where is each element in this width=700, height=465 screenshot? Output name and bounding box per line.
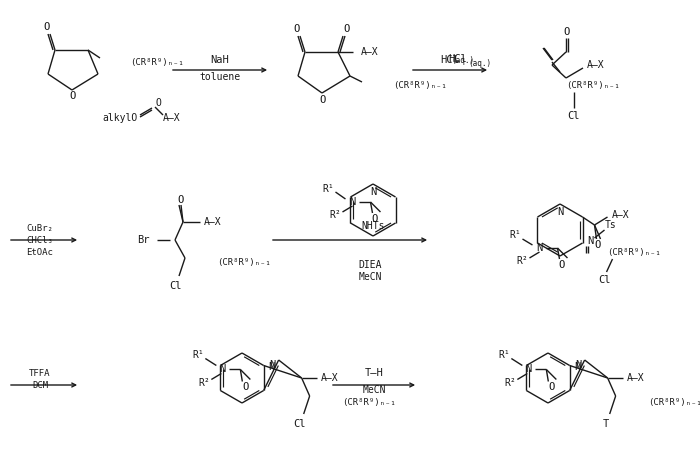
Text: A–X: A–X	[612, 210, 629, 220]
Text: N: N	[219, 365, 225, 374]
Text: EtOAc: EtOAc	[27, 247, 53, 257]
Text: N: N	[575, 360, 582, 370]
Text: O: O	[294, 24, 300, 34]
Text: O: O	[319, 95, 325, 105]
Text: N: N	[525, 365, 531, 374]
Text: R¹: R¹	[193, 351, 204, 360]
Text: N: N	[370, 187, 376, 197]
Text: HCl: HCl	[440, 55, 459, 65]
Text: A–X: A–X	[321, 373, 339, 383]
Text: (aq.): (aq.)	[468, 59, 491, 67]
Text: O: O	[242, 383, 248, 392]
Text: (CR⁸R⁹)ₙ₋₁: (CR⁸R⁹)ₙ₋₁	[342, 398, 395, 406]
Text: N: N	[270, 360, 276, 370]
Text: CHCl₃: CHCl₃	[27, 235, 53, 245]
Text: O: O	[559, 260, 565, 270]
Text: Cl: Cl	[169, 281, 181, 291]
Text: O: O	[69, 91, 75, 101]
Text: R²: R²	[330, 210, 342, 220]
Text: A–X: A–X	[204, 217, 222, 227]
Text: Br: Br	[137, 235, 150, 245]
Text: (aq.): (aq.)	[452, 55, 475, 65]
Text: (CR⁸R⁹)ₙ₋₁: (CR⁸R⁹)ₙ₋₁	[130, 58, 183, 66]
Text: N: N	[575, 363, 581, 372]
Text: N: N	[349, 197, 356, 207]
Text: Cl: Cl	[598, 275, 611, 285]
Text: NHTs: NHTs	[361, 221, 385, 231]
Text: (CR⁸R⁹)ₙ₋₁: (CR⁸R⁹)ₙ₋₁	[566, 80, 620, 89]
Text: DCM: DCM	[32, 380, 48, 390]
Text: toluene: toluene	[199, 72, 241, 82]
Text: T–H: T–H	[365, 368, 384, 378]
Text: A–X: A–X	[361, 47, 379, 57]
Text: O: O	[372, 214, 377, 224]
Text: O: O	[564, 27, 570, 37]
Text: alkylO: alkylO	[103, 113, 138, 123]
Text: MeCN: MeCN	[363, 385, 386, 395]
Text: DIEA: DIEA	[358, 260, 382, 270]
Text: Ts: Ts	[605, 220, 617, 230]
Text: R²: R²	[505, 378, 516, 387]
Text: N: N	[557, 207, 563, 217]
Text: O: O	[548, 383, 554, 392]
Text: N: N	[536, 243, 542, 253]
Text: O: O	[177, 195, 183, 205]
Text: NaH: NaH	[211, 55, 230, 65]
Text: (CR⁸R⁹)ₙ₋₁: (CR⁸R⁹)ₙ₋₁	[648, 398, 700, 406]
Text: O: O	[594, 240, 601, 250]
Text: CuBr₂: CuBr₂	[27, 224, 53, 232]
Text: Cl: Cl	[568, 111, 580, 121]
Text: R²: R²	[517, 256, 528, 266]
Text: O: O	[155, 98, 161, 108]
Text: MeCN: MeCN	[358, 272, 382, 282]
Text: A–X: A–X	[163, 113, 181, 123]
Text: R¹: R¹	[323, 184, 335, 194]
Text: N: N	[269, 363, 275, 372]
Text: O: O	[44, 22, 50, 32]
Text: Cl: Cl	[293, 419, 306, 429]
Text: (CR⁸R⁹)ₙ₋₁: (CR⁸R⁹)ₙ₋₁	[608, 247, 662, 257]
Text: HCl: HCl	[448, 54, 467, 64]
Text: R¹: R¹	[498, 351, 510, 360]
Text: R²: R²	[199, 378, 210, 387]
Text: R¹: R¹	[510, 230, 522, 240]
Text: (CR⁸R⁹)ₙ₋₁: (CR⁸R⁹)ₙ₋₁	[393, 80, 447, 89]
Text: TFFA: TFFA	[29, 368, 50, 378]
Text: A–X: A–X	[626, 373, 645, 383]
Text: (CR⁸R⁹)ₙ₋₁: (CR⁸R⁹)ₙ₋₁	[217, 258, 271, 266]
Text: T: T	[603, 419, 609, 429]
Text: A–X: A–X	[587, 60, 605, 70]
Text: N: N	[587, 236, 594, 246]
Text: O: O	[343, 24, 349, 34]
